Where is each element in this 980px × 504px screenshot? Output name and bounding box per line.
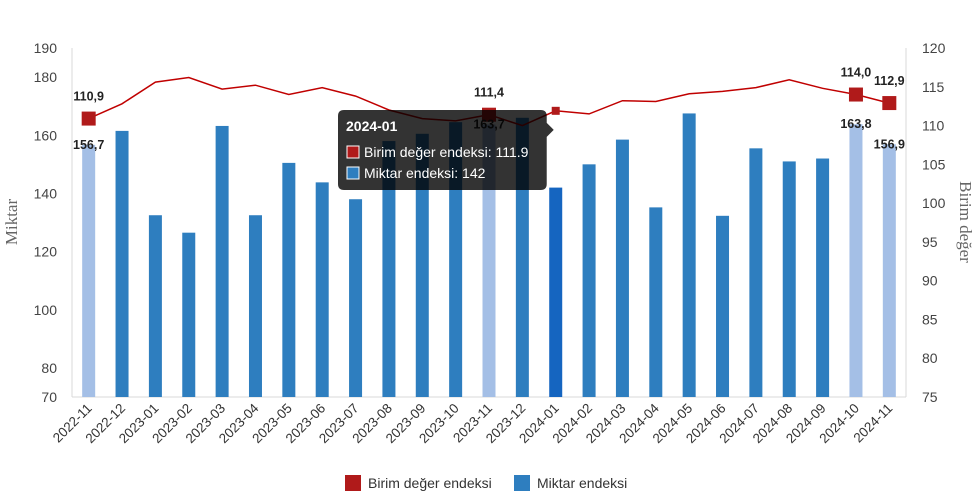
y-right-tick-label: 115 xyxy=(922,79,945,95)
bar-2023-04[interactable] xyxy=(248,215,262,397)
y-left-tick-label: 180 xyxy=(34,69,58,85)
tooltip-swatch-birim-deger xyxy=(346,145,360,159)
y-right-tick-label: 105 xyxy=(922,156,946,172)
bar-series-miktar xyxy=(82,113,896,398)
y-right-tick-label: 75 xyxy=(922,389,938,405)
bar-2023-03[interactable] xyxy=(215,125,229,398)
y-right-tick-label: 85 xyxy=(922,311,938,327)
y-left-tick-label: 160 xyxy=(34,127,58,143)
line-marker-2022-11[interactable] xyxy=(81,111,96,126)
bar-2022-12[interactable] xyxy=(115,130,129,397)
y-right-tick-label: 120 xyxy=(922,40,946,56)
y-left-ticks: 70 80 100 120 140 160 180 190 xyxy=(34,40,58,405)
line-marker-2024-11[interactable] xyxy=(882,96,897,111)
y-right-tick-label: 80 xyxy=(922,350,938,366)
y-right-tick-label: 95 xyxy=(922,234,938,250)
chart-tooltip: 2024-01 Birim değer endeksi: 111.9 Mikta… xyxy=(338,110,554,190)
bar-2023-07[interactable] xyxy=(349,199,363,397)
tooltip-swatch-miktar xyxy=(346,166,360,180)
bar-2023-11[interactable] xyxy=(482,124,496,397)
bar-2024-10[interactable] xyxy=(849,124,863,397)
bar-2024-07[interactable] xyxy=(749,148,763,397)
bar-2023-10[interactable] xyxy=(449,122,463,397)
bar-2024-04[interactable] xyxy=(649,207,663,397)
legend-label-birim-deger: Birim değer endeksi xyxy=(368,475,492,491)
legend-item-birim-deger[interactable]: Birim değer endeksi xyxy=(345,475,492,491)
bar-2023-05[interactable] xyxy=(282,162,296,397)
tooltip-row-birim-deger: Birim değer endeksi: 111.9 xyxy=(364,144,529,160)
x-ticks: 2022-112022-122023-012023-022023-032023-… xyxy=(50,400,896,446)
tooltip-box xyxy=(338,110,554,190)
bar-2024-03[interactable] xyxy=(615,139,629,398)
tooltip-title: 2024-01 xyxy=(346,118,398,134)
chart-legend: Birim değer endeksi Miktar endeksi xyxy=(345,475,627,491)
y-left-axis-title: Miktar xyxy=(2,199,21,246)
bar-2024-02[interactable] xyxy=(582,164,596,397)
bar-2023-01[interactable] xyxy=(148,215,162,397)
bar-2023-09[interactable] xyxy=(415,133,429,397)
y-left-tick-label: 80 xyxy=(41,360,57,376)
y-right-tick-label: 90 xyxy=(922,273,938,289)
line-data-label: 111,4 xyxy=(474,86,504,100)
bar-2022-11[interactable] xyxy=(82,144,96,397)
line-marker-active[interactable] xyxy=(551,106,560,115)
y-left-tick-label: 190 xyxy=(34,40,58,56)
line-data-label: 112,9 xyxy=(874,74,905,88)
bar-2024-08[interactable] xyxy=(782,161,796,397)
bar-2023-06[interactable] xyxy=(315,182,329,397)
bar-2024-05[interactable] xyxy=(682,113,696,397)
bar-2024-09[interactable] xyxy=(816,158,830,397)
bar-data-label: 156,7 xyxy=(73,138,104,152)
line-data-label: 114,0 xyxy=(841,66,872,80)
legend-swatch-birim-deger xyxy=(345,475,361,491)
y-right-ticks: 75 80 85 90 95 100 105 110 115 120 xyxy=(922,40,946,405)
y-left-tick-label: 120 xyxy=(34,244,58,260)
y-left-tick-label: 100 xyxy=(34,302,58,318)
y-right-axis-title: Birim değer xyxy=(956,181,975,263)
line-marker-2024-10[interactable] xyxy=(848,87,863,102)
y-right-tick-label: 110 xyxy=(922,118,945,134)
bar-2024-11[interactable] xyxy=(882,144,896,397)
legend-item-miktar[interactable]: Miktar endeksi xyxy=(514,475,627,491)
bar-data-label: 163,8 xyxy=(840,117,871,131)
bar-2024-06[interactable] xyxy=(716,215,730,397)
bar-2023-02[interactable] xyxy=(182,232,196,397)
legend-label-miktar: Miktar endeksi xyxy=(537,475,627,491)
y-left-tick-label: 140 xyxy=(34,185,58,201)
bar-2023-08[interactable] xyxy=(382,141,396,397)
line-data-label: 110,9 xyxy=(73,90,104,104)
y-left-tick-label: 70 xyxy=(41,389,57,405)
legend-swatch-miktar xyxy=(514,475,530,491)
tooltip-row-miktar: Miktar endeksi: 142 xyxy=(364,165,486,181)
y-right-tick-label: 100 xyxy=(922,195,946,211)
bar-2024-01[interactable] xyxy=(549,187,563,397)
bar-data-label: 156,9 xyxy=(874,137,905,151)
